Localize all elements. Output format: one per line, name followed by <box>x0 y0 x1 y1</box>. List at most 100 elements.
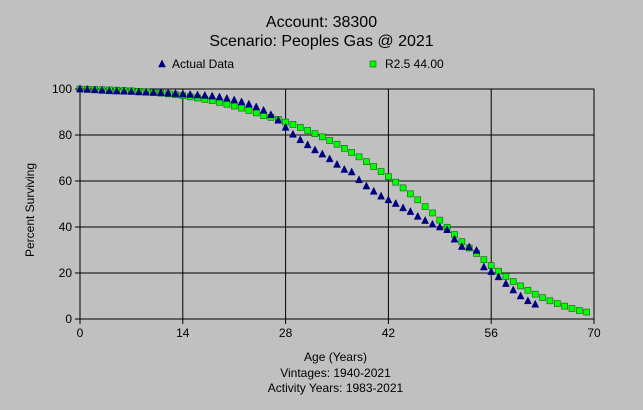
actual-point <box>105 86 114 95</box>
fit-point <box>436 216 444 224</box>
fit-point <box>326 137 333 144</box>
actual-point <box>237 97 246 106</box>
actual-point <box>208 91 217 100</box>
actual-point <box>509 285 518 294</box>
actual-point <box>524 296 532 305</box>
actual-point <box>340 164 349 173</box>
fit-point <box>429 209 436 217</box>
fit-point <box>531 290 539 298</box>
actual-point <box>289 129 297 138</box>
legend-marker-fit <box>369 60 377 68</box>
fit-point <box>245 107 253 114</box>
chart-title: Account: 38300 <box>265 14 378 31</box>
actual-point <box>156 88 165 96</box>
actual-point <box>259 105 268 114</box>
x-tick-label: 28 <box>279 326 293 340</box>
plot-frame <box>79 88 595 320</box>
actual-point <box>120 86 128 95</box>
actual-point <box>178 89 187 98</box>
fit-point <box>363 158 370 165</box>
actual-point <box>83 84 92 93</box>
x-tick-label: 56 <box>485 326 499 340</box>
actual-point <box>450 234 459 243</box>
actual-point <box>267 110 275 119</box>
actual-point <box>355 175 363 184</box>
actual-point <box>333 159 341 168</box>
actual-point <box>149 87 158 96</box>
actual-point <box>90 85 99 94</box>
actual-point <box>76 84 84 93</box>
x-tick-label: 70 <box>587 326 601 340</box>
actual-point <box>98 85 106 94</box>
actual-point <box>142 87 150 96</box>
fit-point <box>553 300 561 307</box>
fit-point <box>480 256 488 263</box>
fit-point <box>296 124 304 131</box>
fit-point <box>319 133 326 141</box>
y-tick-label: 0 <box>65 312 72 326</box>
actual-point <box>215 92 224 101</box>
actual-point <box>421 216 430 224</box>
actual-point <box>171 89 180 97</box>
chart-subtitle: Scenario: Peoples Gas @ 2021 <box>209 33 434 50</box>
actual-point <box>281 122 290 131</box>
actual-point <box>186 89 195 98</box>
y-tick-label: 20 <box>59 266 73 280</box>
fit-point <box>341 145 348 152</box>
actual-point <box>303 140 312 149</box>
actual-point <box>472 245 481 254</box>
actual-point <box>244 99 253 108</box>
fit-point <box>333 140 341 148</box>
x-axis-label: Age (Years) <box>304 350 367 364</box>
legend-marker-actual <box>158 59 166 68</box>
actual-point <box>384 195 393 204</box>
fit-point <box>304 127 311 134</box>
actual-point <box>377 191 385 200</box>
actual-point <box>311 145 319 154</box>
actual-point <box>479 262 488 271</box>
actual-point <box>134 87 143 96</box>
legend-label-actual: Actual Data <box>172 57 235 71</box>
fit-point <box>524 286 532 294</box>
fit-point <box>561 302 568 310</box>
fit-point <box>223 100 231 108</box>
fit-point <box>230 102 238 110</box>
fit-point <box>539 294 546 301</box>
actual-point <box>325 154 334 163</box>
actual-point <box>465 242 474 251</box>
actual-point <box>127 86 136 95</box>
fit-point <box>583 308 590 316</box>
x-tick-label: 0 <box>77 326 84 340</box>
fit-point <box>576 307 583 314</box>
x-tick-label: 14 <box>176 326 190 340</box>
actual-point <box>200 90 209 99</box>
actual-point <box>406 207 415 215</box>
y-tick-label: 80 <box>59 128 73 142</box>
actual-point <box>494 272 503 281</box>
fit-point <box>502 273 510 280</box>
actual-point <box>487 267 496 275</box>
fit-point <box>355 153 363 161</box>
x-tick-label: 42 <box>382 326 396 340</box>
actual-point <box>318 149 327 158</box>
fit-point <box>517 282 524 290</box>
fit-point <box>568 305 576 312</box>
actual-point <box>362 181 371 190</box>
actual-point <box>501 279 510 287</box>
actual-point <box>369 186 378 195</box>
fit-point <box>509 278 517 285</box>
y-tick-label: 60 <box>59 174 73 188</box>
actual-point <box>413 211 422 220</box>
fit-point <box>289 121 297 128</box>
actual-point <box>252 102 261 111</box>
activity-years-note: Activity Years: 1983-2021 <box>267 381 404 395</box>
actual-point <box>230 95 239 104</box>
vintages-note: Vintages: 1940-2021 <box>280 366 391 380</box>
actual-point <box>457 241 466 250</box>
actual-point <box>443 225 452 234</box>
y-tick-label: 100 <box>52 82 72 96</box>
fit-point <box>407 190 414 198</box>
fit-point <box>370 163 378 170</box>
